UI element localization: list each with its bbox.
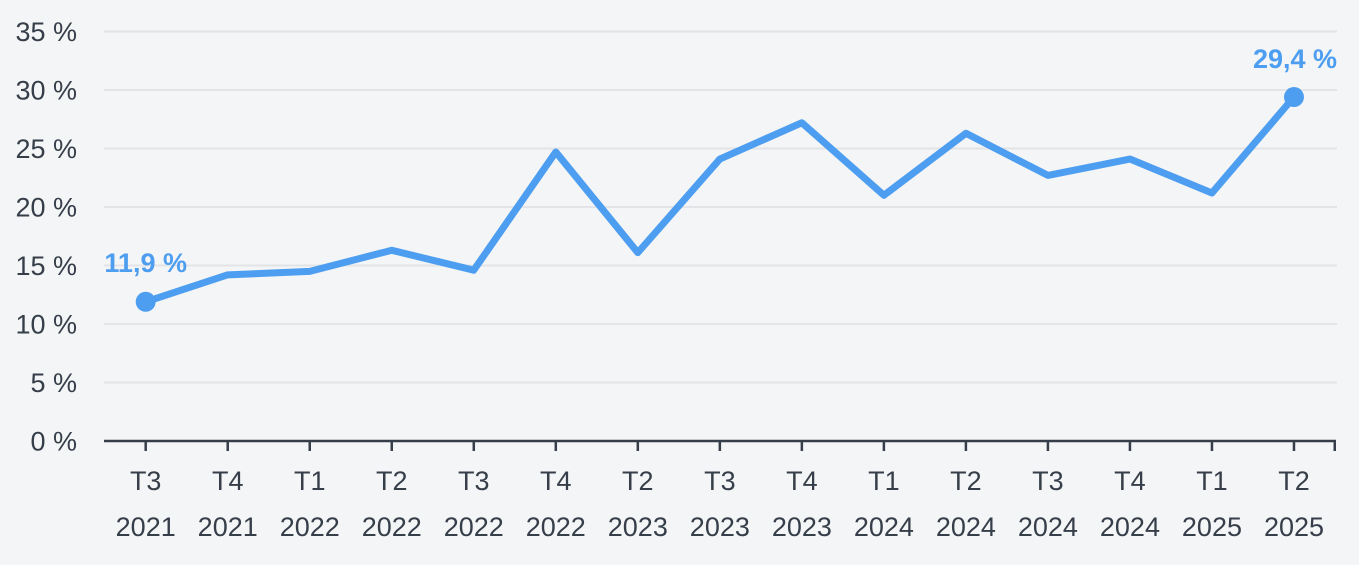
x-tick-year-label: 2022 <box>444 512 504 542</box>
x-tick-quarter-label: T3 <box>704 466 736 496</box>
y-axis-tick-label: 25 % <box>15 134 77 164</box>
y-axis-tick-label: 15 % <box>15 251 77 281</box>
x-tick-quarter-label: T2 <box>950 466 982 496</box>
y-axis-tick-label: 0 % <box>30 427 77 457</box>
x-tick-quarter-label: T3 <box>1032 466 1064 496</box>
x-tick-year-label: 2021 <box>116 512 176 542</box>
x-tick-quarter-label: T2 <box>376 466 408 496</box>
x-tick-quarter-label: T3 <box>130 466 162 496</box>
data-point-marker-first <box>135 291 156 312</box>
x-tick-quarter-label: T2 <box>1278 466 1310 496</box>
x-tick-quarter-label: T3 <box>458 466 490 496</box>
x-tick-year-label: 2024 <box>854 512 914 542</box>
x-tick-quarter-label: T1 <box>868 466 900 496</box>
x-tick-year-label: 2025 <box>1264 512 1324 542</box>
data-point-label-first: 11,9 % <box>104 248 187 278</box>
x-tick-year-label: 2022 <box>280 512 340 542</box>
y-axis-tick-label: 20 % <box>15 193 77 223</box>
x-tick-year-label: 2024 <box>1100 512 1160 542</box>
x-tick-year-label: 2025 <box>1182 512 1242 542</box>
x-tick-quarter-label: T1 <box>1196 466 1228 496</box>
y-axis-tick-label: 30 % <box>15 76 77 106</box>
y-axis-tick-label: 10 % <box>15 310 77 340</box>
x-tick-quarter-label: T1 <box>294 466 326 496</box>
data-point-marker-last <box>1283 87 1304 108</box>
x-tick-year-label: 2024 <box>936 512 996 542</box>
x-tick-quarter-label: T4 <box>786 466 818 496</box>
data-point-label-last: 29,4 % <box>1253 44 1337 74</box>
y-axis-tick-label: 35 % <box>15 17 77 47</box>
x-tick-year-label: 2023 <box>772 512 832 542</box>
x-tick-quarter-label: T4 <box>540 466 572 496</box>
x-tick-year-label: 2022 <box>526 512 586 542</box>
x-tick-year-label: 2024 <box>1018 512 1078 542</box>
x-tick-year-label: 2023 <box>690 512 750 542</box>
x-tick-quarter-label: T4 <box>212 466 244 496</box>
x-tick-quarter-label: T2 <box>622 466 654 496</box>
x-tick-year-label: 2023 <box>608 512 668 542</box>
y-axis-tick-label: 5 % <box>30 368 77 398</box>
trend-line <box>142 93 1298 306</box>
x-tick-quarter-label: T4 <box>1114 466 1146 496</box>
x-tick-year-label: 2021 <box>198 512 258 542</box>
x-tick-year-label: 2022 <box>362 512 422 542</box>
